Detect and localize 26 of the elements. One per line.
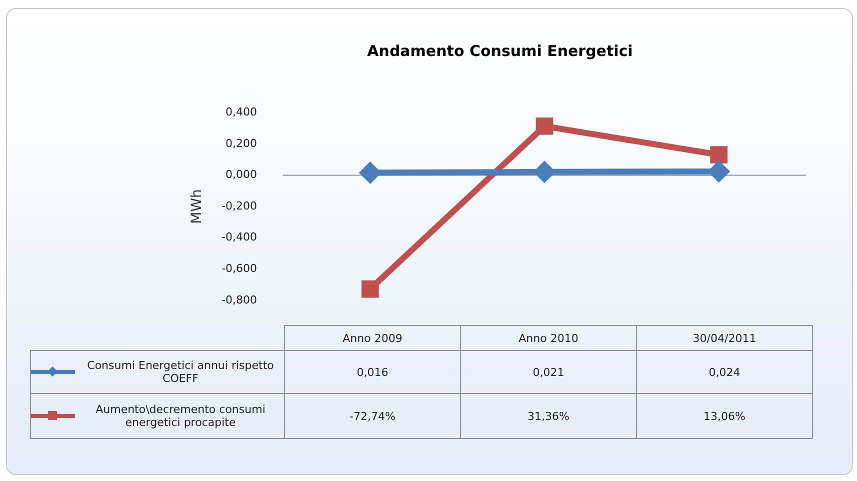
y-tick-label: -0,200 — [222, 199, 257, 212]
point — [534, 162, 554, 182]
data-label: 0,016 — [284, 350, 460, 394]
y-tick-label: -0,400 — [222, 230, 257, 244]
point — [360, 162, 380, 183]
data-label: 0,021 — [460, 350, 636, 394]
x-tick-label: Anno 2009 — [284, 326, 460, 350]
point — [708, 161, 729, 182]
data-label: -72,74% — [284, 394, 460, 438]
y-tick-label: 0,200 — [226, 136, 257, 150]
y-tick-label: 0,000 — [226, 168, 257, 182]
y-axis-title: MWh — [189, 189, 206, 224]
point — [362, 280, 379, 298]
y-tick-label: -0,600 — [222, 262, 257, 275]
legend-label: Aumento\decremento consumi energetici procapite — [94, 403, 266, 429]
chart-title: Andamento Consumi Energetici — [366, 42, 634, 60]
legend-label: Consumi Energetici annui rispetto COEFF — [86, 359, 275, 385]
data-label: 31,36% — [460, 394, 636, 438]
y-tick-label: -0,800 — [222, 293, 257, 306]
y-tick-label: 0,400 — [226, 105, 257, 118]
x-tick-label: Anno 2010 — [460, 326, 636, 350]
point — [710, 146, 728, 164]
x-tick-label: 30/04/2011 — [636, 326, 812, 350]
data-label: 13,06% — [636, 394, 812, 438]
data-label: 0,024 — [636, 350, 812, 394]
point — [536, 117, 554, 135]
